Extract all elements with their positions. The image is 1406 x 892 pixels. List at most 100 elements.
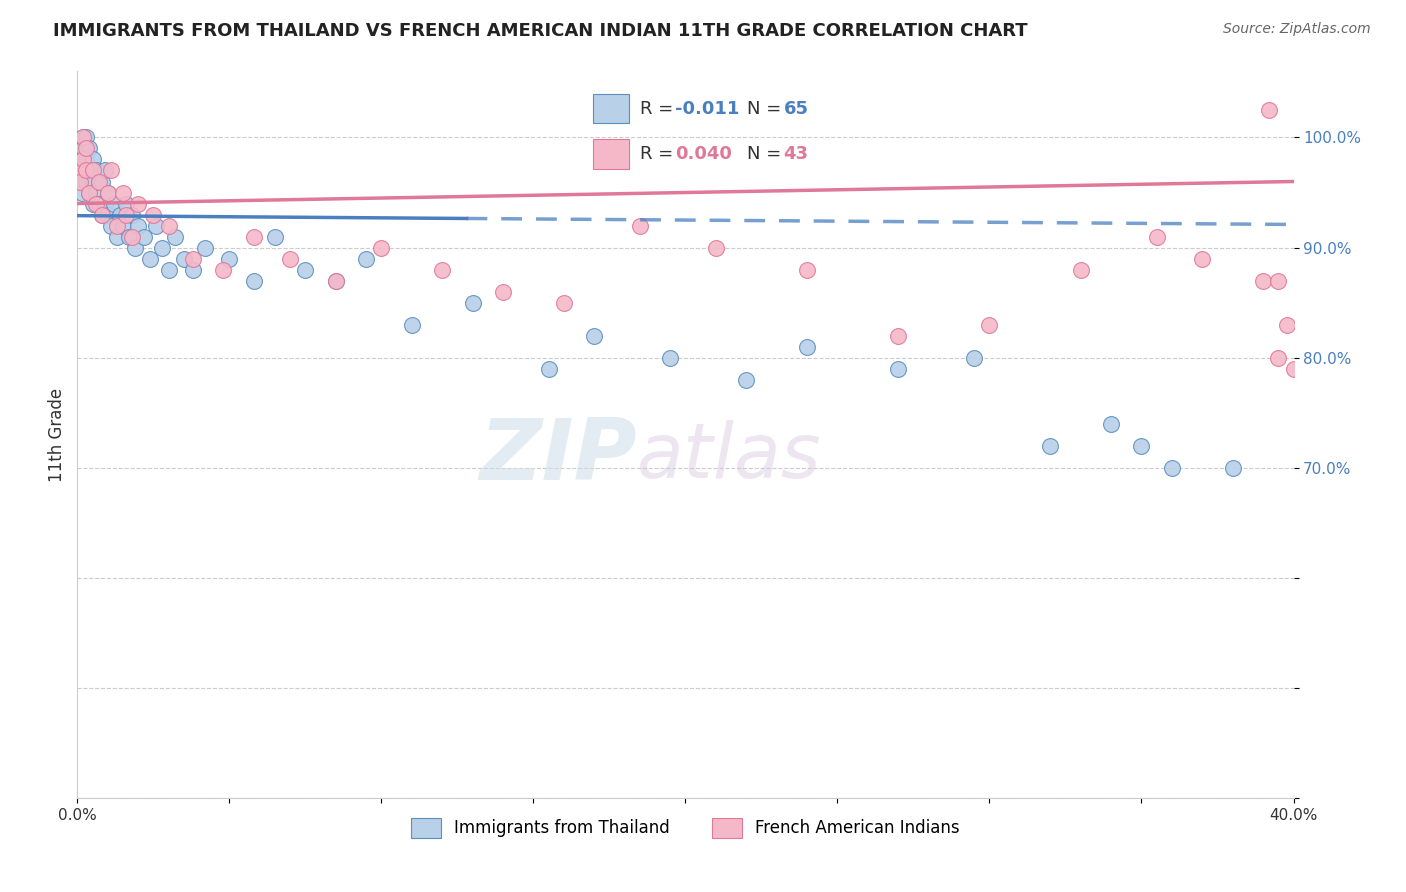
Point [115,208,138,222]
Point [82,196,104,211]
Point [111,186,134,200]
Point [152,241,174,255]
Point [70,186,93,200]
Point [72,153,94,167]
Point [704,241,727,255]
Point [181,262,204,277]
Point [492,285,515,299]
Point [1099,417,1122,431]
Point [75,153,97,167]
Point [75,174,97,188]
Point [553,295,575,310]
Point [72,141,94,155]
Point [105,229,128,244]
Point [370,241,392,255]
Point [1161,461,1184,475]
Legend: Immigrants from Thailand, French American Indians: Immigrants from Thailand, French America… [405,811,966,845]
Point [72,163,94,178]
Point [354,252,377,266]
Point [278,252,301,266]
Point [111,219,134,233]
Point [583,328,606,343]
Point [887,328,910,343]
Point [294,262,316,277]
Point [79,141,101,155]
Point [1222,461,1244,475]
Point [121,208,143,222]
Point [87,174,110,188]
Point [1277,318,1299,332]
Text: Source: ZipAtlas.com: Source: ZipAtlas.com [1223,22,1371,37]
Point [97,186,120,200]
Point [325,274,347,288]
Point [1039,439,1062,453]
Point [124,241,146,255]
Text: IMMIGRANTS FROM THAILAND VS FRENCH AMERICAN INDIAN 11TH GRADE CORRELATION CHART: IMMIGRANTS FROM THAILAND VS FRENCH AMERI… [53,22,1028,40]
Point [1191,252,1213,266]
Point [796,340,818,354]
Point [75,141,97,155]
Point [79,163,101,178]
Text: ZIP: ZIP [479,415,637,498]
Point [1282,361,1305,376]
Point [100,163,122,178]
Point [1146,229,1168,244]
Point [97,208,120,222]
Point [142,208,165,222]
Point [75,130,97,145]
Point [163,229,186,244]
Point [82,163,104,178]
Point [1251,274,1274,288]
Point [796,262,818,277]
Point [218,252,240,266]
Point [979,318,1001,332]
Point [82,153,104,167]
Point [97,186,120,200]
Point [1070,262,1092,277]
Point [93,196,115,211]
Point [67,163,90,178]
Point [84,163,107,178]
Point [90,208,112,222]
Point [537,361,560,376]
Point [69,174,91,188]
Point [87,196,110,211]
Point [735,373,758,387]
Point [325,274,347,288]
Point [628,219,651,233]
Point [1130,439,1153,453]
Point [181,252,204,266]
Point [118,229,141,244]
Point [1267,351,1289,365]
Point [461,295,484,310]
Point [121,229,143,244]
Point [963,351,986,365]
Point [72,130,94,145]
Point [108,208,131,222]
Point [100,219,122,233]
Point [90,208,112,222]
Point [84,186,107,200]
Point [79,186,101,200]
Point [82,174,104,188]
Point [90,174,112,188]
Point [194,241,217,255]
Point [87,174,110,188]
Point [887,361,910,376]
Point [264,229,287,244]
Point [401,318,423,332]
Point [84,196,107,211]
Point [1258,103,1281,117]
Point [242,274,264,288]
Point [139,252,162,266]
Point [67,163,90,178]
Point [72,130,94,145]
Point [75,163,97,178]
Point [145,219,167,233]
Point [242,229,264,244]
Point [157,262,180,277]
Point [69,153,91,167]
Point [127,196,149,211]
Point [430,262,453,277]
Y-axis label: 11th Grade: 11th Grade [48,388,66,482]
